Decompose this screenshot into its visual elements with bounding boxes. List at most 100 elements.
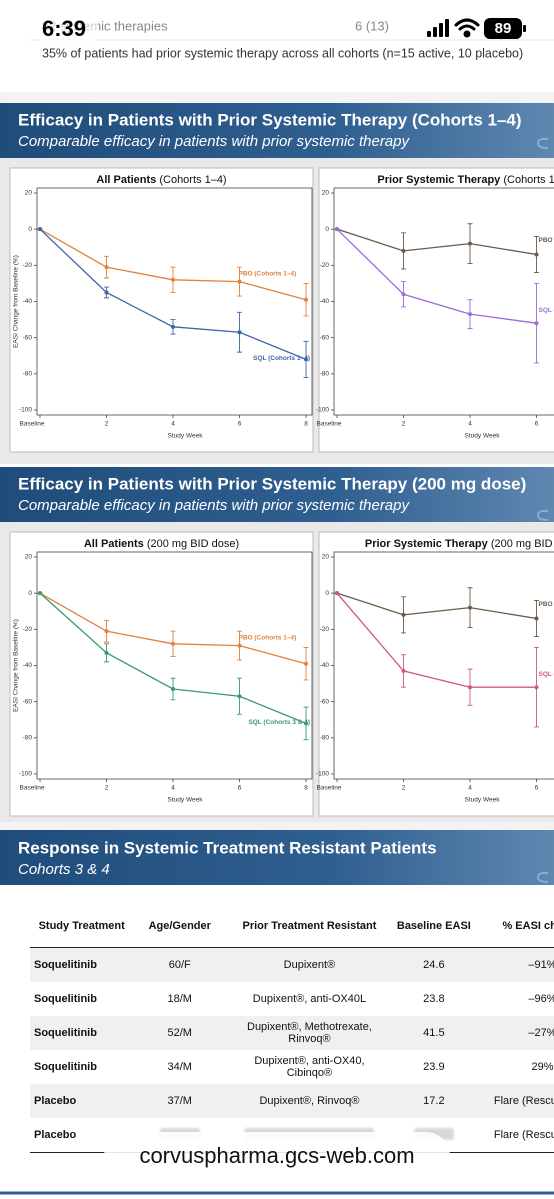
table-row: Soquelitinib 34/M Dupixent®, anti-OX40, Ci… — [30, 1050, 554, 1084]
table-cell: Dupixent® — [226, 947, 393, 982]
series-label: SQL (Cohorts 3 & 4) — [248, 719, 310, 726]
chart-title: Prior Systemic Therapy (200 mg BID dose) — [365, 538, 554, 550]
gap — [0, 822, 554, 830]
table-cell: 34/M — [167, 1061, 192, 1073]
table-container: Study Treatment Age/Gender Prior Treatment… — [0, 905, 554, 1165]
x-tick-label: 4 — [468, 421, 472, 428]
obscured-text — [413, 1127, 454, 1140]
y-tick-label: -80 — [320, 371, 330, 378]
table-cell: –96% — [528, 993, 554, 1005]
y-tick-label: -100 — [19, 771, 32, 778]
table-cell-hidden — [133, 1118, 226, 1153]
point — [38, 227, 42, 232]
point — [104, 650, 109, 655]
point — [335, 227, 339, 232]
table-cell: 41.5 — [392, 1016, 475, 1050]
point — [171, 687, 175, 692]
x-tick-label: 4 — [171, 785, 175, 792]
y-tick-label: -60 — [320, 334, 330, 341]
slide-title: Efficacy in Patients with Prior Systemic… — [18, 110, 522, 129]
table-body: Soquelitinib 60/F Dupixent® 24.6 –91% Soqueli… — [30, 947, 554, 1153]
x-tick-label: 4 — [171, 421, 175, 428]
table-cell: Placebo — [30, 1084, 134, 1118]
column-header: Study Treatment — [30, 905, 134, 948]
battery — [484, 18, 522, 39]
table-row: Soquelitinib 52/M Dupixent®, Methotrexate,… — [30, 1016, 554, 1050]
slide-title: Efficacy in Patients with Prior Systemic… — [18, 474, 526, 493]
table-cell: 17.2 — [392, 1084, 475, 1118]
point — [335, 591, 339, 596]
point — [304, 721, 308, 726]
x-tick-label: 2 — [105, 785, 109, 792]
battery-level: 89 — [495, 20, 512, 37]
series-line — [336, 592, 537, 688]
x-tick-label: 4 — [468, 785, 472, 792]
x-tick-label: 6 — [535, 785, 539, 792]
point — [401, 612, 406, 617]
x-tick-label: 6 — [535, 421, 539, 428]
point — [468, 685, 472, 690]
table-cell: Placebo — [34, 1129, 77, 1141]
point — [237, 279, 242, 284]
point — [171, 641, 175, 646]
table-cell: –91% — [475, 947, 554, 982]
chart-title: All Patients (Cohorts 1–4) — [96, 174, 226, 186]
chart-title-main: All Patients — [84, 538, 144, 550]
x-axis-label: Study Week — [168, 433, 204, 440]
y-tick-label: -40 — [320, 298, 330, 305]
series-label: PBO (Cohorts 1–4) — [239, 270, 297, 277]
chart-frame — [318, 531, 554, 817]
x-tick-label: 8 — [304, 421, 308, 428]
y-tick-label: -100 — [316, 407, 329, 414]
point — [468, 241, 472, 246]
series-label: PBO (Cohorts 1–4) — [239, 634, 297, 641]
table-row: Placebo 37/M Dupixent®, Rinvoq® 17.2 Flare (… — [30, 1084, 554, 1118]
point — [104, 265, 109, 270]
point — [534, 321, 539, 326]
series-line — [336, 228, 537, 324]
table-cell: 24.6 — [392, 947, 475, 982]
y-tick-label: -80 — [23, 735, 33, 742]
y-axis-label: EASI Change from Baseline (%) — [13, 619, 20, 712]
y-tick-label: -40 — [23, 298, 33, 305]
table-cell: 18/M — [167, 993, 192, 1005]
note: 35% of patients had prior systemic thera… — [42, 46, 523, 60]
point — [401, 668, 406, 673]
point — [401, 292, 406, 297]
chart-frame — [9, 531, 314, 817]
table-cell: Soquelitinib — [30, 1016, 134, 1050]
table-cell: Dupixent®, Methotrexate, Rinvoq® — [226, 1016, 393, 1050]
table-cell: 37/M — [133, 1084, 227, 1118]
y-tick-label: 20 — [25, 554, 33, 561]
status-time: 6:39 — [42, 16, 86, 41]
y-tick-label: 0 — [325, 226, 329, 233]
x-tick-label: 2 — [105, 421, 109, 428]
point — [401, 248, 406, 253]
table-cell: 52/M — [133, 1016, 227, 1050]
y-axis-label: EASI Change from Baseline (%) — [13, 255, 20, 348]
table-bottom-rule — [30, 1152, 554, 1153]
x-tick-label: 6 — [238, 785, 242, 792]
y-tick-label: 0 — [28, 590, 32, 597]
series-line — [336, 592, 537, 620]
column-header: % EASI change — [475, 905, 554, 948]
table-cell: 23.9 — [423, 1061, 445, 1073]
point — [104, 629, 109, 634]
row-value: 6 (13) — [355, 18, 389, 33]
table-cell: 23.8 — [423, 993, 445, 1005]
table-cell: Soquelitinib — [34, 1061, 97, 1073]
x-tick-label: 8 — [304, 785, 308, 792]
battery-tip — [523, 25, 526, 32]
gap — [0, 464, 554, 467]
x-axis-label: Study Week — [168, 797, 204, 804]
y-tick-label: -20 — [23, 262, 33, 269]
table-cell-hidden — [226, 1118, 393, 1153]
point — [468, 605, 472, 610]
point — [237, 694, 242, 699]
y-tick-label: -100 — [19, 407, 32, 414]
y-tick-label: 0 — [28, 226, 32, 233]
wifi-icon — [454, 18, 480, 38]
chart-title-note: (200 mg BID dose) — [147, 538, 239, 550]
